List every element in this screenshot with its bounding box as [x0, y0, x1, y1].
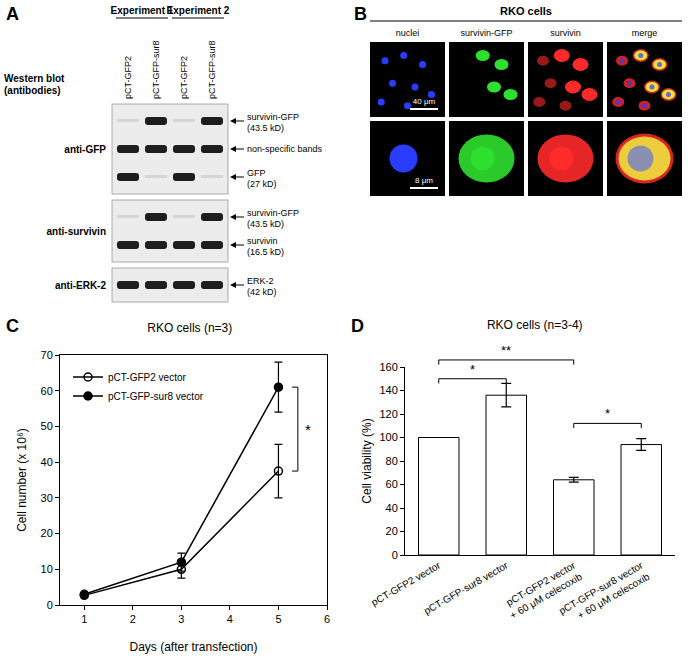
svg-text:5: 5 — [275, 613, 281, 625]
svg-text:(27 kD): (27 kD) — [247, 179, 277, 189]
svg-text:anti-GFP: anti-GFP — [64, 144, 106, 155]
svg-text:140: 140 — [379, 384, 397, 396]
svg-text:pCT-GFP2: pCT-GFP2 — [123, 56, 133, 99]
svg-text:nuclei: nuclei — [396, 28, 420, 38]
svg-text:Cell viability (%): Cell viability (%) — [360, 418, 374, 503]
svg-text:10: 10 — [41, 563, 53, 575]
svg-text:pCT-GFP-sur8: pCT-GFP-sur8 — [151, 40, 161, 99]
svg-text:Experiment 1: Experiment 1 — [111, 5, 174, 16]
svg-text:120: 120 — [379, 408, 397, 420]
svg-text:60: 60 — [386, 478, 398, 490]
svg-text:8 μm: 8 μm — [415, 176, 433, 185]
svg-text:0: 0 — [47, 599, 53, 611]
svg-text:survivin: survivin — [550, 28, 581, 38]
svg-text:pCT-GFP-sur8 vector: pCT-GFP-sur8 vector — [422, 559, 510, 616]
svg-text:anti-survivin: anti-survivin — [47, 226, 106, 237]
svg-text:100: 100 — [379, 431, 397, 443]
svg-text:80: 80 — [386, 455, 398, 467]
svg-text:160: 160 — [379, 361, 397, 373]
svg-text:RKO cells (n=3-4): RKO cells (n=3-4) — [487, 318, 583, 332]
svg-text:60: 60 — [41, 385, 53, 397]
svg-text:20: 20 — [386, 525, 398, 537]
svg-text:1: 1 — [81, 613, 87, 625]
svg-text:Days (after transfection): Days (after transfection) — [129, 640, 257, 654]
svg-text:0: 0 — [392, 549, 398, 561]
svg-text:pCT-GFP2 vector: pCT-GFP2 vector — [108, 372, 186, 383]
svg-text:(43.5 kD): (43.5 kD) — [247, 219, 284, 229]
svg-text:pCT-GFP2: pCT-GFP2 — [179, 56, 189, 99]
svg-text:survivin-GFP: survivin-GFP — [247, 208, 299, 218]
svg-text:pCT-GFP2 vector+ 60 μM celecox: pCT-GFP2 vector+ 60 μM celecoxib — [502, 559, 585, 621]
svg-text:survivin-GFP: survivin-GFP — [247, 112, 299, 122]
svg-text:pCT-GFP-sur8 vector+ 60 μM cel: pCT-GFP-sur8 vector+ 60 μM celecoxib — [557, 559, 652, 628]
svg-text:RKO cells: RKO cells — [500, 5, 552, 17]
html-text:C: C — [6, 316, 19, 336]
svg-text:Cell number (x 10⁶): Cell number (x 10⁶) — [15, 428, 29, 532]
svg-text:(antibodies): (antibodies) — [4, 85, 61, 96]
svg-text:Experiment 2: Experiment 2 — [167, 5, 230, 16]
svg-text:(16.5 kD): (16.5 kD) — [247, 247, 284, 257]
svg-text:(43.5 kD): (43.5 kD) — [247, 123, 284, 133]
svg-text:Western blot: Western blot — [4, 73, 65, 84]
svg-text:50: 50 — [41, 420, 53, 432]
svg-text:*: * — [305, 421, 311, 438]
svg-text:anti-ERK-2: anti-ERK-2 — [55, 280, 107, 291]
svg-text:survivin: survivin — [247, 236, 278, 246]
svg-text:pCT-GFP-sur8: pCT-GFP-sur8 — [207, 40, 217, 99]
svg-text:(42 kD): (42 kD) — [247, 287, 277, 297]
svg-text:6: 6 — [324, 613, 330, 625]
svg-text:40: 40 — [386, 502, 398, 514]
svg-text:3: 3 — [178, 613, 184, 625]
svg-text:4: 4 — [227, 613, 233, 625]
svg-text:A: A — [6, 4, 19, 24]
svg-text:non-specific bands: non-specific bands — [247, 144, 323, 154]
svg-text:merge: merge — [632, 28, 658, 38]
svg-text:*: * — [605, 406, 610, 421]
svg-text:pCT-GFP2 vector: pCT-GFP2 vector — [369, 559, 442, 608]
html-text:D: D — [351, 316, 364, 336]
svg-text:*: * — [470, 362, 475, 377]
svg-text:survivin-GFP: survivin-GFP — [460, 28, 512, 38]
svg-text:30: 30 — [41, 492, 53, 504]
svg-text:B: B — [354, 4, 367, 24]
svg-text:GFP: GFP — [247, 168, 266, 178]
svg-text:pCT-GFP-sur8 vector: pCT-GFP-sur8 vector — [108, 391, 204, 402]
svg-text:70: 70 — [41, 349, 53, 361]
svg-text:2: 2 — [130, 613, 136, 625]
svg-text:40 μm: 40 μm — [413, 97, 436, 106]
svg-text:20: 20 — [41, 527, 53, 539]
svg-text:40: 40 — [41, 456, 53, 468]
svg-text:ERK-2: ERK-2 — [247, 276, 274, 286]
svg-text:**: ** — [501, 343, 511, 358]
svg-text:RKO cells (n=3): RKO cells (n=3) — [147, 321, 232, 335]
